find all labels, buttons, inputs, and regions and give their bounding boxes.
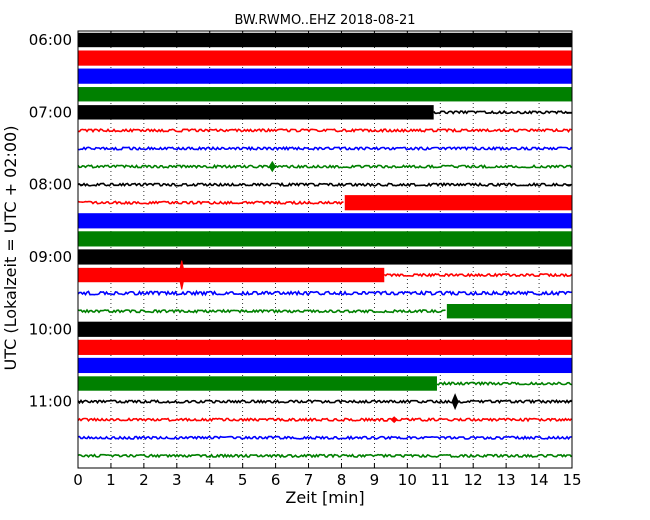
x-tick-label: 9 (370, 471, 380, 489)
x-tick-label: 12 (464, 471, 483, 489)
seismic-trace (77, 195, 572, 211)
trace-band (78, 267, 385, 283)
y-tick-label: 09:00 (29, 248, 72, 266)
trace-band (78, 231, 572, 247)
seismic-trace (78, 339, 572, 355)
seismic-trace (77, 393, 572, 411)
x-tick-label: 5 (238, 471, 248, 489)
x-tick-label: 4 (205, 471, 215, 489)
trace-line (383, 272, 573, 278)
seismic-trace (78, 50, 572, 66)
grid-lines (110, 31, 540, 468)
x-tick-label: 10 (398, 471, 417, 489)
trace-line (436, 381, 573, 387)
trace-band (78, 50, 572, 66)
y-tick-label: 11:00 (29, 393, 72, 411)
seismic-trace (77, 181, 573, 188)
x-tick-label: 6 (271, 471, 281, 489)
seismic-trace (77, 145, 573, 152)
seismic-event (451, 393, 459, 411)
seismic-event (390, 416, 398, 424)
trace-band (78, 321, 572, 337)
seismic-trace (77, 435, 572, 441)
seismic-trace (78, 231, 572, 247)
trace-band (78, 357, 572, 374)
y-axis-label: UTC (Lokalzeit = UTC + 02:00) (1, 126, 20, 371)
trace-band (446, 304, 572, 319)
trace-group (77, 32, 573, 459)
y-tick-label: 08:00 (29, 176, 72, 194)
trace-line (77, 163, 573, 170)
trace-band (78, 376, 437, 391)
trace-band (78, 32, 572, 48)
seismic-trace (77, 160, 573, 173)
y-tick-label: 10:00 (29, 320, 72, 338)
x-tick-label: 8 (337, 471, 347, 489)
seismic-trace (78, 321, 572, 337)
x-tick-label: 14 (530, 471, 549, 489)
trace-line (77, 289, 572, 297)
x-axis-label: Zeit [min] (285, 488, 364, 507)
seismic-trace (78, 260, 573, 290)
trace-band (78, 339, 572, 355)
trace-band (78, 105, 434, 120)
trace-band (344, 195, 572, 211)
x-tick-label: 13 (497, 471, 516, 489)
seismic-event (178, 260, 186, 290)
trace-line (77, 398, 572, 405)
x-tick-label: 7 (304, 471, 314, 489)
trace-line (77, 417, 573, 423)
seismic-trace (77, 289, 572, 297)
x-axis: 0 1 2 3 4 5 6 7 8 9 10 11 12 13 14 15 (73, 31, 582, 489)
seismic-trace (78, 87, 572, 102)
seismic-trace (78, 105, 572, 120)
trace-line (77, 181, 573, 188)
trace-line (77, 145, 573, 152)
trace-line (78, 127, 572, 133)
trace-line (77, 453, 573, 459)
x-tick-label: 0 (73, 471, 83, 489)
trace-line (77, 435, 572, 441)
trace-line (77, 200, 344, 206)
seismic-trace (78, 32, 572, 48)
seismic-trace (78, 249, 572, 265)
trace-line (77, 308, 446, 314)
seismic-event (268, 160, 276, 173)
trace-line (433, 109, 572, 115)
x-tick-label: 11 (431, 471, 450, 489)
seismic-trace (77, 416, 573, 424)
x-tick-label: 3 (172, 471, 182, 489)
trace-band (78, 68, 572, 84)
trace-band (78, 213, 572, 229)
y-tick-label: 06:00 (29, 31, 72, 49)
x-tick-label: 15 (562, 471, 581, 489)
seismic-trace (77, 453, 573, 459)
seismic-trace (78, 68, 572, 84)
chart-title: BW.RWMO..EHZ 2018-08-21 (234, 13, 415, 28)
seismic-trace (77, 304, 572, 319)
seismic-trace (78, 127, 572, 133)
x-tick-label: 2 (139, 471, 149, 489)
plot-frame (77, 30, 573, 469)
seismic-trace (78, 213, 572, 229)
y-axis: 06:00 07:00 08:00 09:00 10:00 11:00 (29, 31, 572, 411)
trace-band (78, 87, 572, 102)
seismic-trace (78, 357, 572, 374)
trace-band (78, 249, 572, 265)
x-tick-label: 1 (106, 471, 116, 489)
seismic-trace (78, 376, 573, 391)
y-tick-label: 07:00 (29, 103, 72, 121)
